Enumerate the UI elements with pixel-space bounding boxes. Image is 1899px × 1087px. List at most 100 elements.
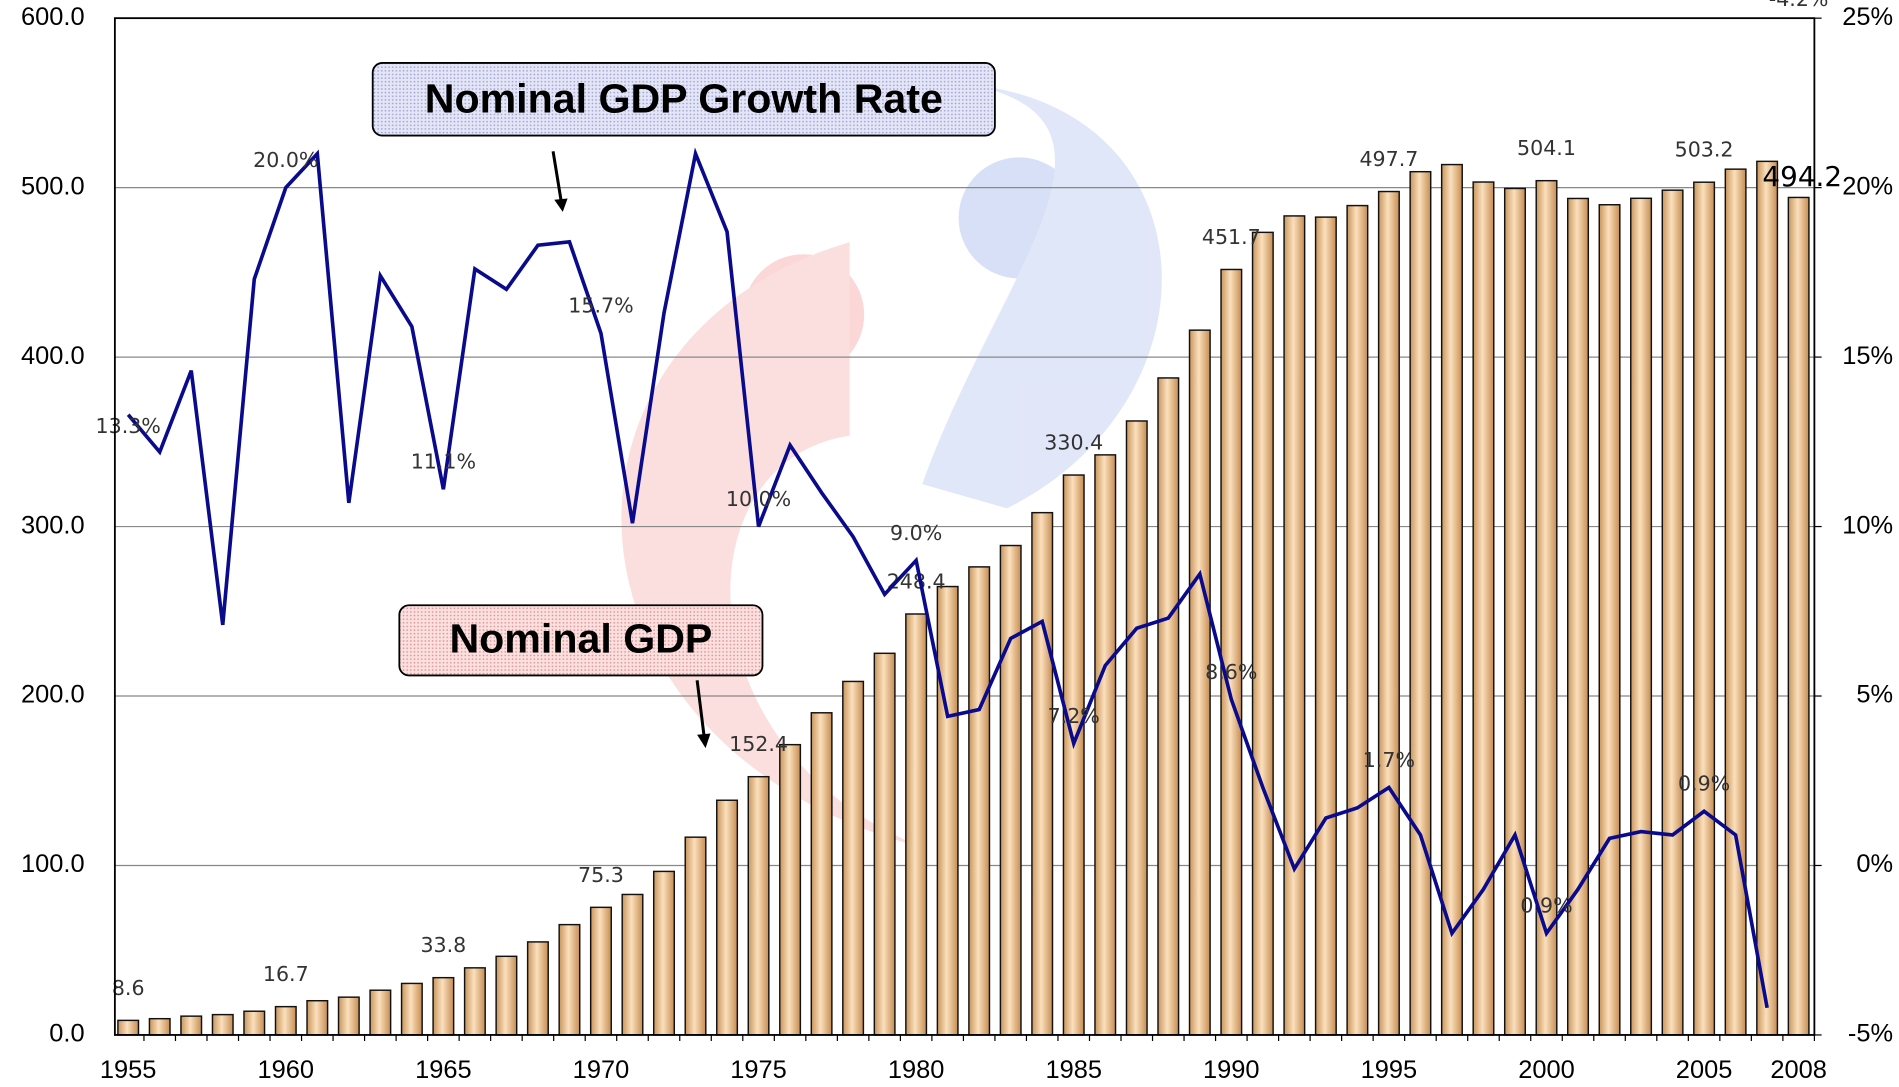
y2-tick-label: 20%: [1842, 172, 1893, 200]
bar: [1787, 196, 1810, 1036]
bar: [495, 955, 518, 1036]
y2-tick-label: 10%: [1842, 511, 1893, 539]
bar: [211, 1013, 234, 1036]
x-tick-label: 2008: [1770, 1056, 1827, 1084]
bar: [526, 941, 549, 1036]
line-label: 1.7%: [1363, 748, 1415, 772]
annotation-text: Nominal GDP Growth Rate: [425, 76, 943, 122]
bar: [810, 712, 833, 1036]
line-label: 7.2%: [1048, 704, 1100, 728]
arrow: [695, 680, 706, 739]
bar: [1125, 420, 1148, 1036]
bar-label: 152.4: [729, 732, 788, 756]
x-tick-label: 2000: [1518, 1056, 1575, 1084]
y-tick-label: 400.0: [21, 342, 85, 370]
bar: [936, 585, 959, 1036]
bar: [1440, 163, 1463, 1036]
bar: [589, 906, 612, 1036]
bar: [432, 976, 455, 1036]
y2-tick-label: 15%: [1842, 342, 1893, 370]
bar: [558, 923, 581, 1036]
bar-label: 504.1: [1517, 136, 1576, 160]
y-tick-label: 100.0: [21, 850, 85, 878]
line-label: 0.9%: [1520, 894, 1572, 918]
bar: [842, 680, 865, 1036]
bar: [400, 982, 423, 1036]
bar-label: 75.3: [578, 863, 624, 887]
bar: [148, 1017, 171, 1036]
y2-tick-label: -5%: [1848, 1020, 1893, 1048]
bar: [1157, 377, 1180, 1036]
x-tick-label: 1985: [1045, 1056, 1102, 1084]
bar-label: 16.7: [263, 962, 309, 986]
y-tick-label: 600.0: [21, 3, 85, 31]
bar: [652, 870, 676, 1036]
bar: [1314, 216, 1337, 1036]
x-tick-label: 1995: [1361, 1056, 1418, 1084]
y-tick-label: 0.0: [49, 1020, 84, 1048]
bar: [1094, 454, 1117, 1036]
line: [126, 147, 1769, 1009]
line-label: 10.0%: [726, 487, 791, 511]
annotation-box: [398, 604, 764, 677]
bar: [968, 566, 991, 1036]
line-label: 0.9%: [1678, 772, 1730, 796]
bar: [117, 1019, 140, 1036]
line-label: 9.0%: [890, 521, 942, 545]
bar: [1220, 268, 1243, 1036]
bar-label: 8.6: [112, 976, 145, 1000]
line-label: 13.3%: [96, 414, 161, 438]
bar-label: 497.7: [1359, 147, 1418, 171]
y2-tick-label: 0%: [1856, 850, 1893, 878]
arrow-head: [554, 198, 568, 212]
line-label: -4.2%: [1769, 0, 1829, 11]
line-label: 20.0%: [253, 148, 318, 172]
x-tick-label: 1975: [730, 1056, 787, 1084]
bar: [1283, 215, 1306, 1036]
x-tick-label: 2005: [1676, 1056, 1733, 1084]
bar-label: 494.2: [1762, 160, 1842, 193]
bar: [684, 836, 707, 1036]
bar: [873, 652, 896, 1036]
bar: [463, 967, 486, 1036]
bar: [243, 1010, 266, 1036]
annotation-growth: Nominal GDP Growth Rate: [371, 62, 996, 212]
bar: [716, 799, 739, 1036]
bar: [1630, 197, 1653, 1036]
y-tick-label: 200.0: [21, 681, 85, 709]
bar: [1598, 204, 1621, 1036]
bar: [1031, 511, 1054, 1036]
y2-tick-label: 25%: [1842, 3, 1893, 31]
bar: [747, 775, 770, 1036]
bar: [905, 613, 928, 1036]
bar: [1346, 204, 1369, 1036]
bar: [621, 893, 644, 1036]
bar-label: 330.4: [1044, 431, 1103, 455]
bar-label: 33.8: [420, 933, 466, 957]
bar: [1472, 181, 1495, 1036]
bar: [1062, 474, 1085, 1036]
bar-label: 451.7: [1202, 225, 1261, 249]
bar: [180, 1015, 203, 1036]
x-tick-label: 1970: [573, 1056, 630, 1084]
bar: [779, 743, 802, 1036]
bar: [999, 544, 1022, 1036]
arrow: [551, 151, 564, 204]
bar: [1661, 189, 1684, 1036]
bar: [1251, 231, 1274, 1036]
x-tick-label: 1990: [1203, 1056, 1260, 1084]
plot-area: 8.616.733.875.3152.4248.4330.4451.7497.7…: [96, 0, 1842, 1036]
annotation-gdp: Nominal GDP: [398, 604, 764, 749]
bar: [1724, 168, 1747, 1036]
bar: [1409, 170, 1432, 1036]
annotation-text: Nominal GDP: [449, 615, 712, 661]
x-tick-label: 1955: [100, 1056, 157, 1084]
bar: [1756, 160, 1779, 1036]
y2-tick-label: 5%: [1856, 681, 1893, 709]
bar: [337, 996, 360, 1036]
arrow-head: [697, 733, 711, 749]
y-tick-label: 500.0: [21, 172, 85, 200]
x-tick-label: 1980: [888, 1056, 945, 1084]
